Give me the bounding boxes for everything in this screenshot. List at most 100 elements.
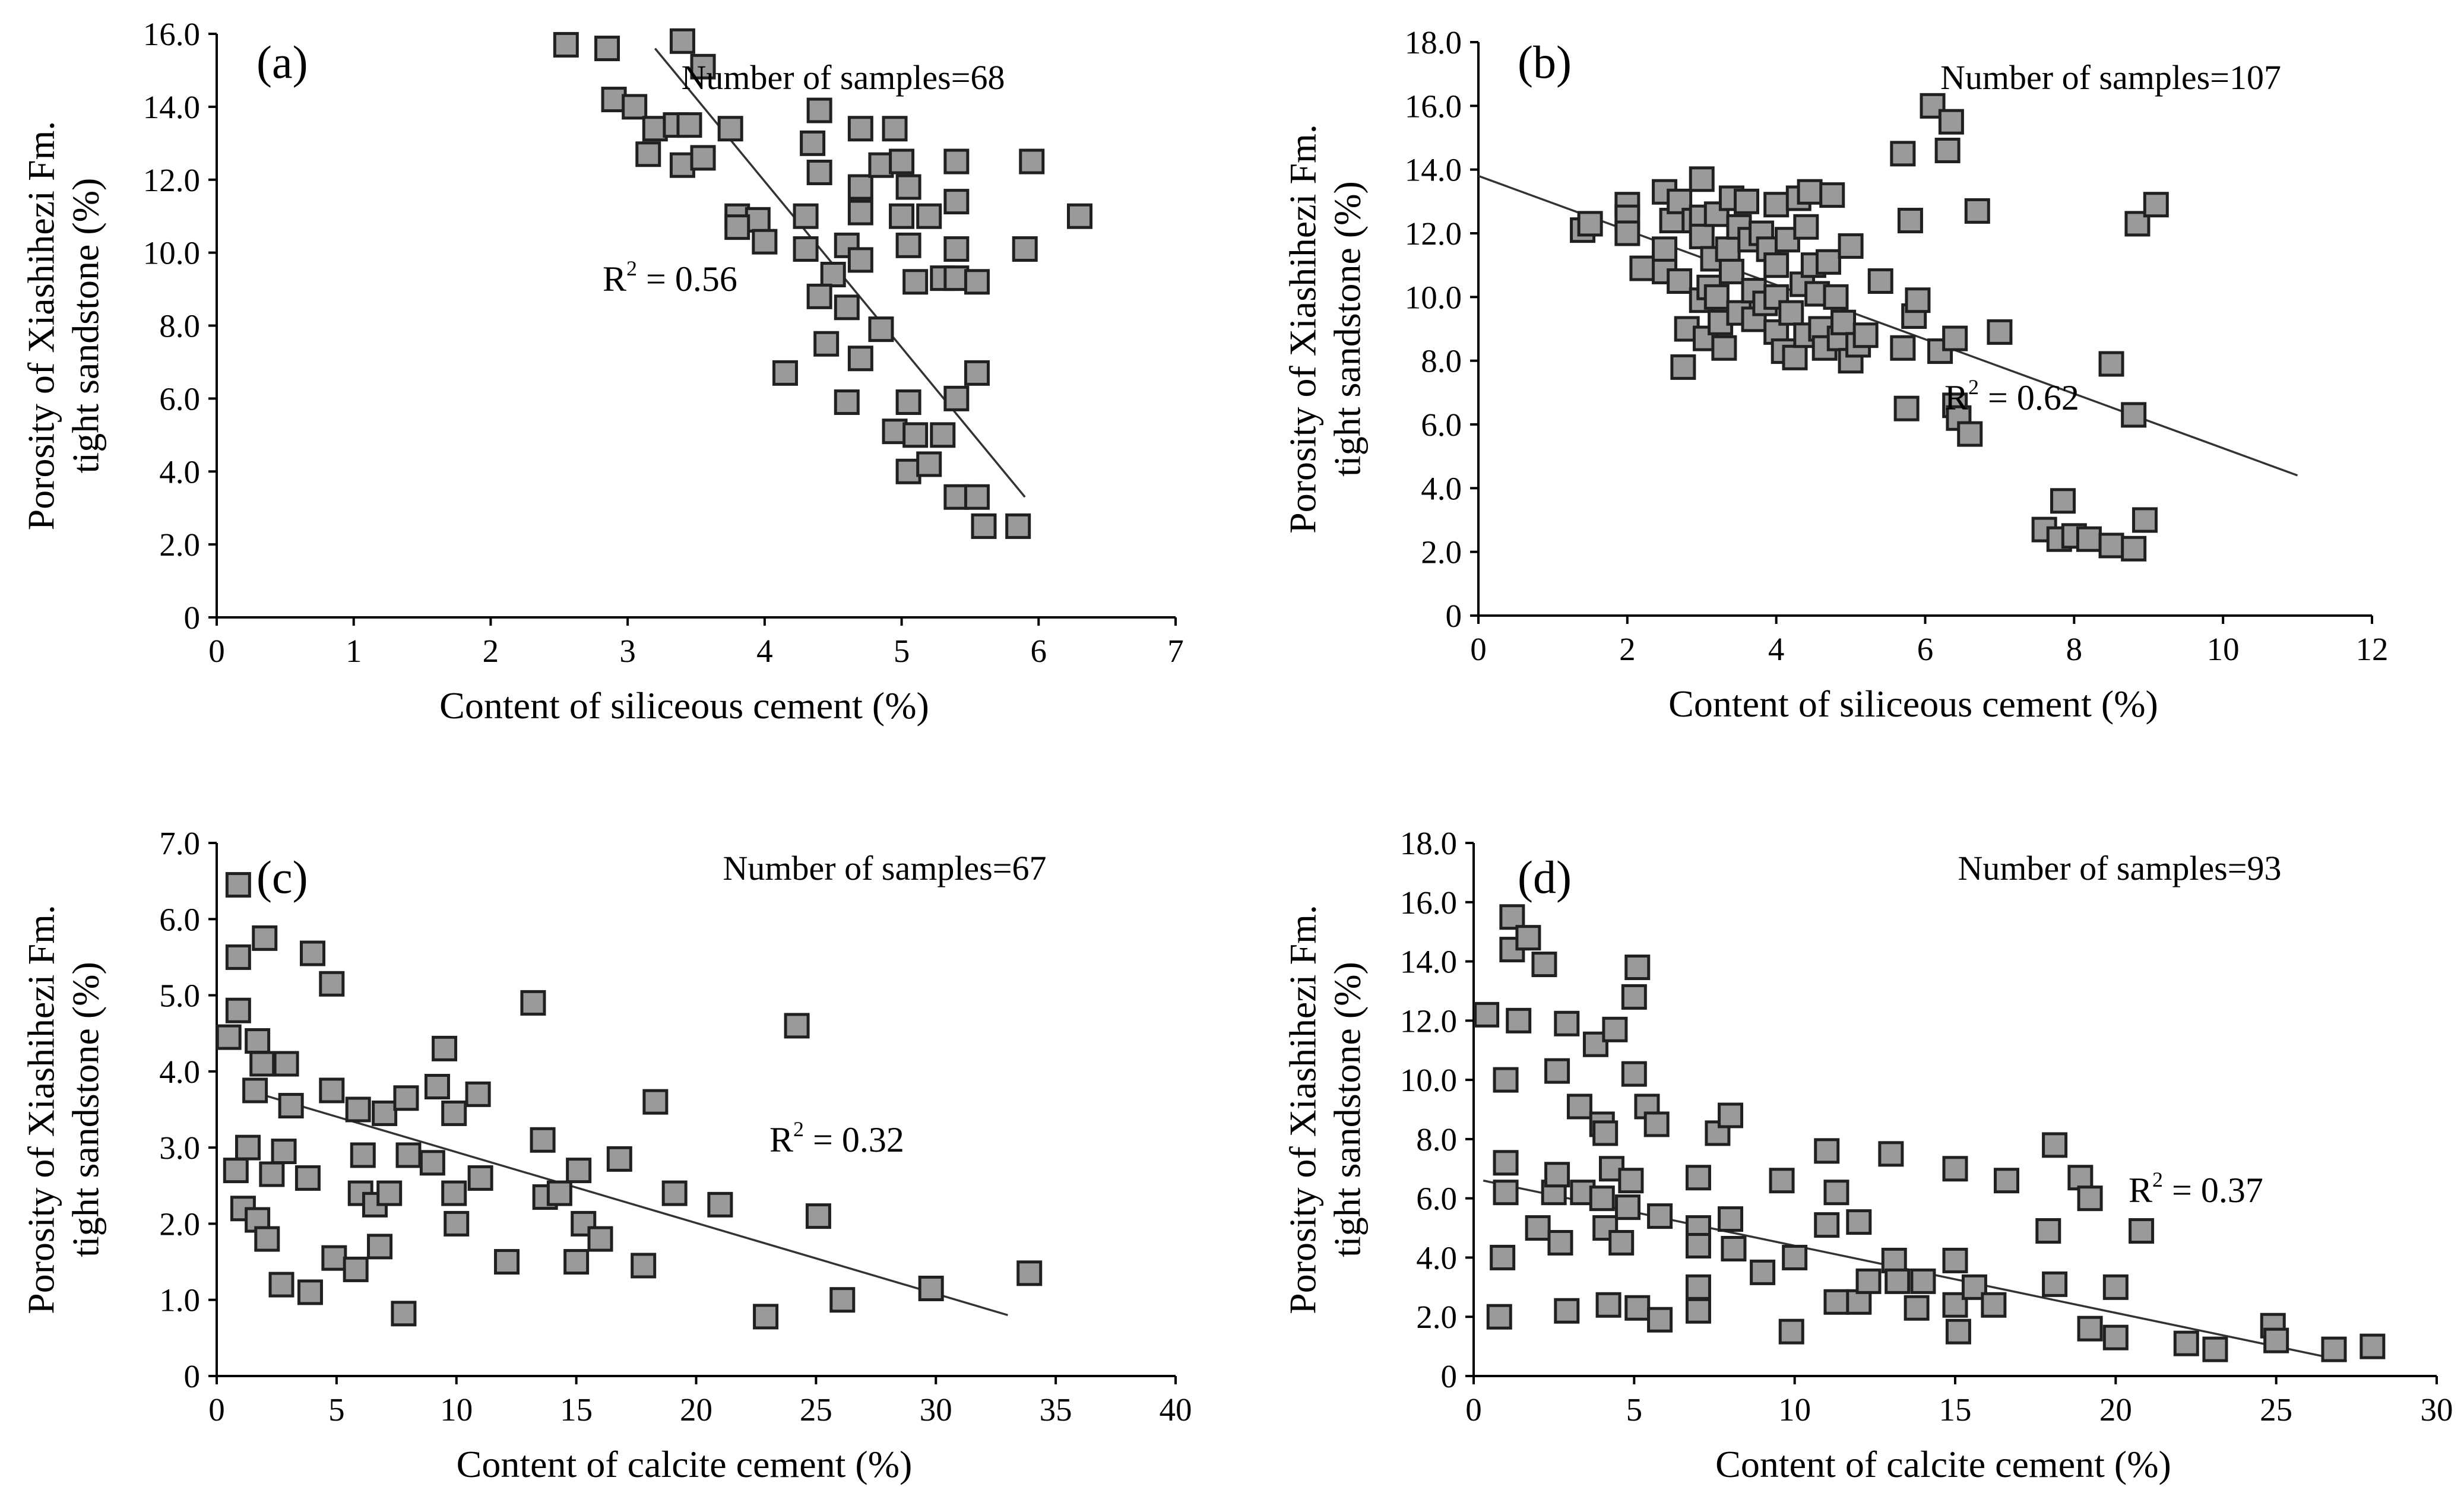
data-point xyxy=(1815,249,1841,275)
data-point xyxy=(1718,1102,1744,1128)
data-point xyxy=(606,1146,632,1172)
data-point xyxy=(2360,1333,2386,1359)
data-point xyxy=(2143,192,2169,218)
data-point xyxy=(2067,1165,2094,1191)
x-axis-label: Content of siliceous cement (%) xyxy=(1668,683,2158,725)
data-point xyxy=(1846,1209,1872,1235)
data-point xyxy=(1621,984,1647,1010)
r-squared-annotation: R2 = 0.37 xyxy=(2129,1168,2263,1210)
y-tick-label: 14.0 xyxy=(1400,944,1457,980)
data-point xyxy=(943,265,970,291)
r-squared-superscript: 2 xyxy=(2152,1168,2163,1191)
y-axis-label-line: tight sandstone (%) xyxy=(1326,962,1369,1257)
data-point xyxy=(1547,1230,1573,1256)
data-point xyxy=(297,1279,323,1305)
y-tick-label: 4.0 xyxy=(1421,470,1462,506)
y-tick-label: 7.0 xyxy=(159,825,200,861)
data-point xyxy=(278,1093,304,1119)
y-axis-label-line: Porosity of Xiashihezi Fm. xyxy=(20,905,62,1314)
data-point xyxy=(1957,421,1983,447)
data-point xyxy=(571,1210,597,1237)
trend-line xyxy=(247,1089,1008,1317)
data-point xyxy=(772,360,798,386)
y-tick-label: 4.0 xyxy=(159,454,200,490)
x-tick-label: 10 xyxy=(440,1391,473,1428)
data-point xyxy=(889,148,915,175)
data-point xyxy=(806,283,832,309)
data-point xyxy=(1554,1298,1580,1324)
data-point xyxy=(1793,214,1819,240)
data-point xyxy=(1589,1185,1615,1212)
x-tick-label: 35 xyxy=(1040,1391,1072,1428)
r-squared-annotation: R2 = 0.62 xyxy=(1944,375,2079,417)
data-point xyxy=(1823,1180,1849,1206)
data-point xyxy=(813,331,840,357)
data-point xyxy=(546,1180,572,1206)
data-point xyxy=(2076,526,2102,552)
y-axis-label-line: tight sandstone (%) xyxy=(65,178,107,474)
y-tick-label: 14.0 xyxy=(1405,152,1462,188)
x-tick-label: 12 xyxy=(2356,631,2389,667)
data-point xyxy=(1852,322,1879,348)
y-tick-label: 14.0 xyxy=(143,89,200,125)
data-point xyxy=(1647,1203,1673,1229)
data-point xyxy=(889,203,915,229)
data-point xyxy=(1942,1156,1968,1182)
data-point xyxy=(259,1161,285,1187)
data-point xyxy=(1987,319,2013,345)
x-tick-label: 5 xyxy=(1626,1391,1643,1428)
data-point xyxy=(376,1180,403,1206)
data-point xyxy=(563,1249,590,1275)
r-squared-value: = 0.56 xyxy=(637,259,737,299)
data-point xyxy=(1689,223,1715,249)
data-point xyxy=(1595,1292,1621,1318)
data-point xyxy=(395,1142,422,1168)
data-point xyxy=(676,112,702,138)
x-tick-label: 0 xyxy=(1470,631,1487,667)
data-point xyxy=(847,116,873,142)
data-point xyxy=(661,1180,688,1206)
r-squared-symbol: R xyxy=(1944,378,1968,417)
data-point xyxy=(566,1158,592,1184)
data-point xyxy=(1814,1212,1840,1238)
data-point xyxy=(1897,208,1923,234)
data-point xyxy=(2173,1330,2199,1356)
data-point xyxy=(1689,166,1715,192)
data-point xyxy=(294,1165,321,1191)
y-tick-label: 6.0 xyxy=(159,381,200,417)
data-point xyxy=(882,116,908,142)
y-tick-label: 4.0 xyxy=(159,1054,200,1090)
data-point xyxy=(1778,300,1804,326)
data-point xyxy=(1602,1016,1628,1042)
data-point xyxy=(1624,955,1651,981)
data-point xyxy=(847,247,873,273)
x-tick-label: 3 xyxy=(619,633,636,669)
data-point xyxy=(806,159,832,185)
data-point xyxy=(1019,148,1045,175)
x-tick-label: 10 xyxy=(2207,631,2240,667)
data-point xyxy=(717,116,743,142)
data-point xyxy=(635,141,661,167)
y-tick-label: 3.0 xyxy=(159,1130,200,1166)
y-tick-label: 16.0 xyxy=(143,16,200,52)
r-squared-superscript: 2 xyxy=(1968,375,1979,399)
data-point xyxy=(2202,1336,2228,1362)
data-point xyxy=(2121,402,2147,428)
data-point xyxy=(669,28,695,54)
x-tick-label: 30 xyxy=(2421,1391,2453,1428)
data-point xyxy=(216,1024,242,1050)
y-tick-label: 8.0 xyxy=(1421,343,1462,379)
data-point xyxy=(1621,1061,1647,1087)
data-point xyxy=(1647,1307,1673,1333)
data-point xyxy=(1934,137,1961,163)
data-point xyxy=(1544,1162,1570,1188)
y-tick-label: 4.0 xyxy=(1416,1239,1457,1276)
data-point xyxy=(1711,335,1737,361)
data-point xyxy=(1005,513,1031,539)
x-tick-label: 2 xyxy=(483,633,499,669)
x-tick-label: 0 xyxy=(208,1391,225,1428)
data-point xyxy=(1797,179,1823,205)
data-point xyxy=(971,513,997,539)
x-tick-label: 25 xyxy=(800,1391,832,1428)
